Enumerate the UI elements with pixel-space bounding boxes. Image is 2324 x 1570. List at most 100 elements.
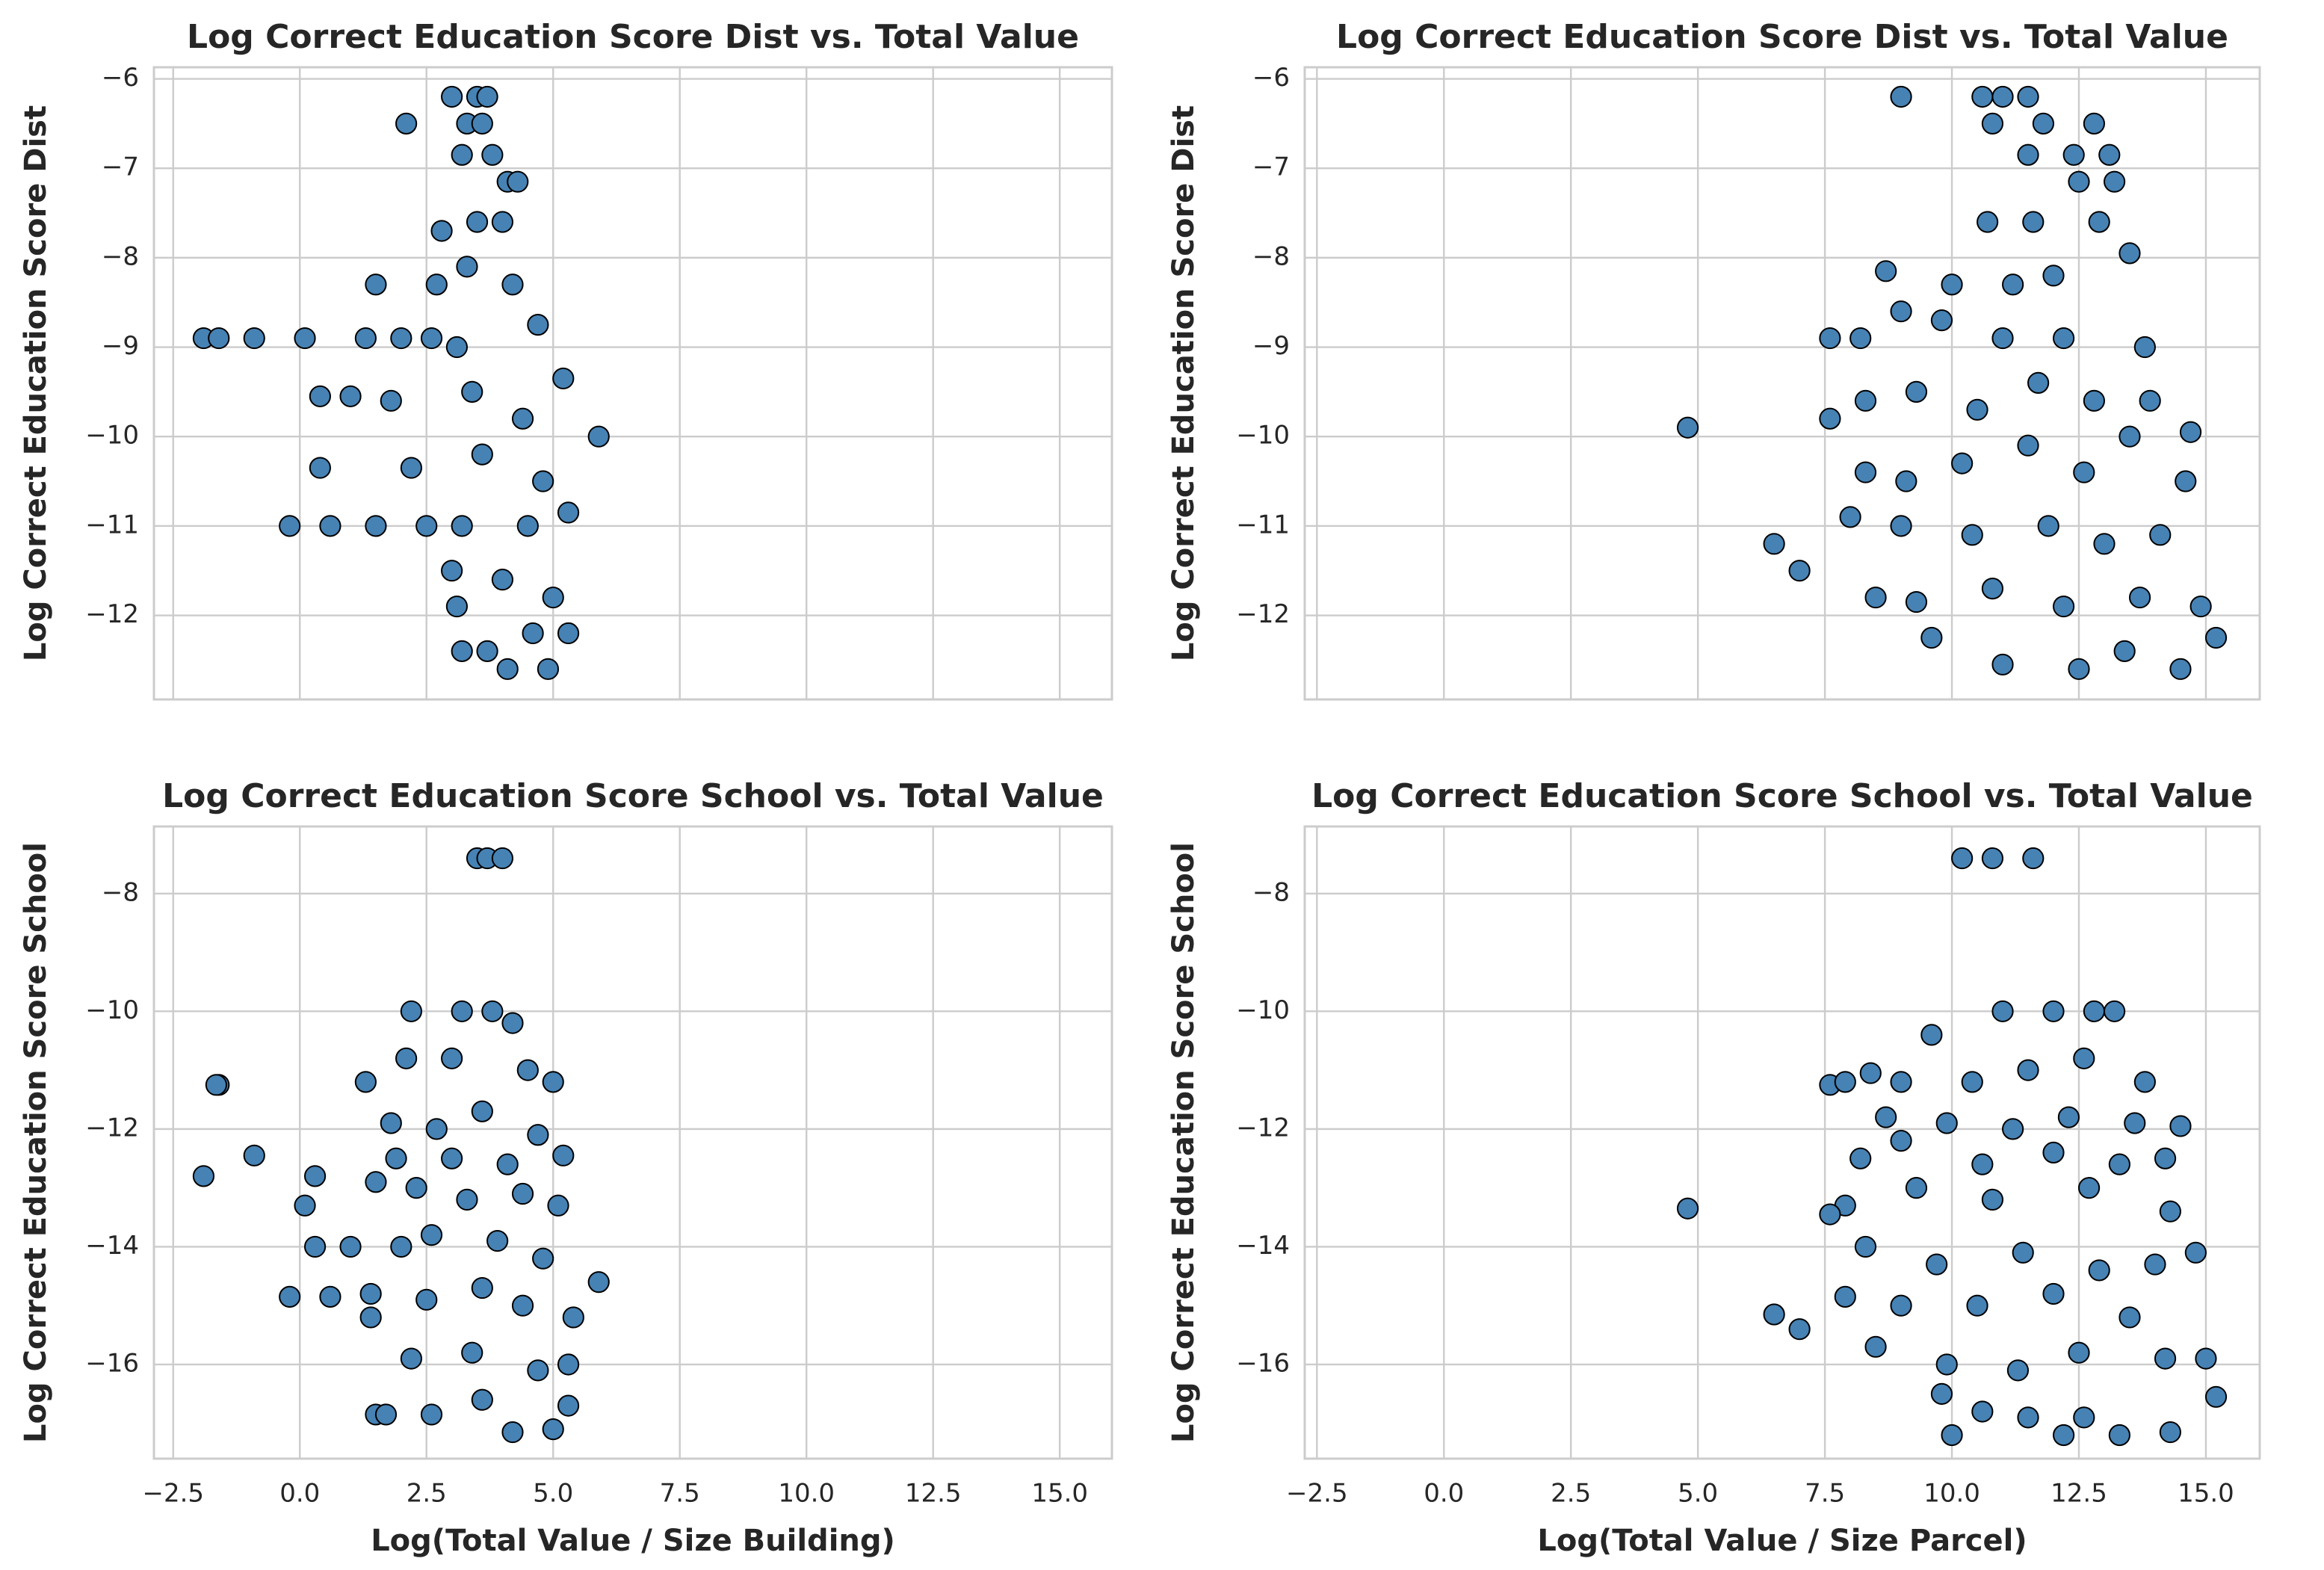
scatter-point bbox=[481, 1000, 504, 1022]
x-tick-label: 15.0 bbox=[2178, 1479, 2234, 1509]
y-tick-label: −11 bbox=[85, 510, 139, 540]
scatter-point bbox=[1920, 1024, 1943, 1046]
scatter-point bbox=[2006, 1359, 2030, 1382]
scatter-point bbox=[2169, 658, 2192, 680]
scatter-point bbox=[385, 1147, 407, 1169]
scatter-point bbox=[1961, 524, 1983, 546]
scatter-point bbox=[294, 327, 316, 350]
scatter-point bbox=[2077, 1177, 2101, 1199]
plot-area bbox=[154, 826, 1112, 1459]
scatter-point bbox=[365, 273, 387, 296]
scatter-point bbox=[279, 515, 301, 537]
y-tick-label: −10 bbox=[1236, 421, 1290, 451]
scatter-point bbox=[511, 1294, 534, 1317]
chart-title: Log Correct Education Score School vs. T… bbox=[162, 777, 1104, 815]
scatter-point bbox=[1935, 1353, 1958, 1376]
scatter-point bbox=[374, 1403, 398, 1426]
y-tick-label: −12 bbox=[1236, 599, 1290, 629]
x-tick-label: 5.0 bbox=[533, 1479, 573, 1509]
x-tick-label: 0.0 bbox=[1424, 1479, 1464, 1509]
scatter-point bbox=[2119, 425, 2141, 448]
scatter-point bbox=[552, 367, 575, 390]
scatter-point bbox=[405, 1177, 427, 1199]
scatter-point bbox=[2169, 1115, 2192, 1137]
scatter-point bbox=[339, 1235, 362, 1258]
scatter-point bbox=[2032, 112, 2055, 135]
scatter-point bbox=[451, 515, 473, 537]
scatter-point bbox=[1981, 847, 2004, 870]
scatter-point bbox=[1971, 1153, 1994, 1175]
scatter-point bbox=[456, 256, 478, 278]
y-tick-label: −8 bbox=[102, 241, 139, 271]
y-tick-label: −9 bbox=[102, 331, 139, 361]
scatter-point bbox=[1819, 1203, 1841, 1226]
scatter-point bbox=[1839, 506, 1861, 528]
scatter-point bbox=[2068, 658, 2090, 680]
x-tick-label: 7.5 bbox=[1805, 1479, 1845, 1509]
scatter-point bbox=[2128, 586, 2151, 609]
scatter-point bbox=[1849, 327, 1872, 350]
scatter-point bbox=[511, 1182, 534, 1205]
scatter-point bbox=[2159, 1421, 2181, 1444]
y-tick-label: −11 bbox=[1236, 510, 1290, 540]
scatter-point bbox=[2083, 389, 2105, 412]
scatter-point bbox=[451, 1000, 473, 1022]
scatter-point bbox=[2053, 1424, 2075, 1447]
scatter-point bbox=[319, 1285, 342, 1308]
axes-frame bbox=[1303, 66, 2261, 701]
scatter-point bbox=[2103, 1000, 2126, 1022]
scatter-point bbox=[2083, 1000, 2105, 1022]
scatter-point bbox=[1941, 1424, 1963, 1447]
scatter-point bbox=[471, 1388, 493, 1411]
scatter-point bbox=[400, 1347, 422, 1370]
scatter-point bbox=[1875, 1106, 1897, 1128]
scatter-point bbox=[2053, 595, 2075, 618]
scatter-point bbox=[339, 385, 362, 407]
scatter-point bbox=[511, 407, 534, 430]
scatter-point bbox=[516, 515, 539, 537]
scatter-point bbox=[243, 1144, 265, 1166]
scatter-point bbox=[1981, 578, 2004, 600]
scatter-point bbox=[491, 847, 514, 870]
scatter-point bbox=[2027, 371, 2050, 395]
scatter-point bbox=[430, 220, 453, 242]
scatter-point bbox=[420, 1224, 443, 1246]
x-tick-label: 2.5 bbox=[1551, 1479, 1591, 1509]
scatter-point bbox=[451, 143, 473, 166]
scatter-point bbox=[2022, 847, 2045, 870]
scatter-point bbox=[1905, 590, 1928, 614]
x-axis-label: Log(Total Value / Size Building) bbox=[371, 1524, 895, 1558]
x-tick-label: −2.5 bbox=[1286, 1479, 1348, 1509]
scatter-point bbox=[491, 211, 514, 233]
y-axis-label: Log Correct Education Score Dist bbox=[19, 105, 53, 661]
scatter-point bbox=[1819, 327, 1841, 350]
y-tick-label: −10 bbox=[85, 995, 139, 1025]
scatter-point bbox=[547, 1194, 569, 1217]
scatter-point bbox=[420, 327, 443, 350]
x-tick-label: 15.0 bbox=[1031, 1479, 1088, 1509]
scatter-point bbox=[1961, 1071, 1983, 1093]
scatter-point bbox=[1935, 1112, 1958, 1134]
chart-title: Log Correct Education Score School vs. T… bbox=[1311, 777, 2253, 815]
scatter-point bbox=[522, 622, 544, 645]
scatter-point bbox=[390, 1235, 412, 1258]
scatter-point bbox=[1875, 260, 1897, 282]
scatter-point bbox=[471, 443, 493, 466]
scatter-point bbox=[1926, 1253, 1948, 1276]
scatter-point bbox=[491, 569, 514, 591]
scatter-point bbox=[1991, 1000, 2014, 1022]
y-tick-label: −6 bbox=[1252, 63, 1290, 93]
scatter-point bbox=[456, 1188, 478, 1211]
scatter-point bbox=[1991, 327, 2014, 350]
scatter-point bbox=[2103, 170, 2126, 193]
scatter-point bbox=[2113, 640, 2136, 662]
scatter-point bbox=[400, 1000, 422, 1022]
axes-frame bbox=[152, 825, 1113, 1460]
scatter-point bbox=[1941, 273, 1963, 296]
scatter-point bbox=[441, 85, 463, 108]
scatter-point bbox=[420, 1403, 443, 1426]
scatter-point bbox=[1971, 85, 1994, 108]
scatter-point bbox=[2042, 1000, 2065, 1022]
